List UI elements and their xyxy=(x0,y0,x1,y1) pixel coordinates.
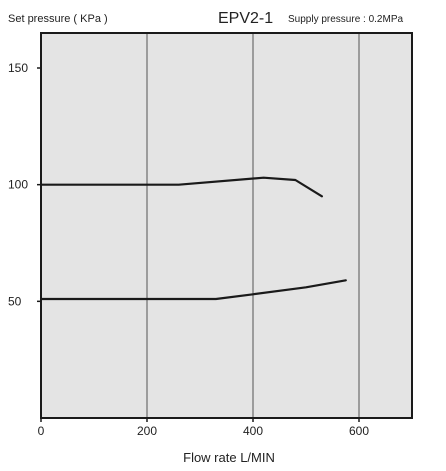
plot-area xyxy=(41,33,412,418)
x-tick-label-400: 400 xyxy=(243,424,263,438)
x-axis-label: Flow rate L/MIN xyxy=(183,450,275,465)
series-line-1 xyxy=(39,176,323,198)
chart-subtitle: Supply pressure : 0.2MPa xyxy=(288,14,403,25)
x-tick-label-600: 600 xyxy=(349,424,369,438)
chart-title: EPV2-1 xyxy=(218,10,273,27)
y-tick-label-150: 150 xyxy=(8,61,28,75)
x-tick-label-200: 200 xyxy=(137,424,157,438)
y-tick-label-100: 100 xyxy=(8,178,28,192)
x-tick-label-0: 0 xyxy=(38,424,45,438)
y-tick-label-50: 50 xyxy=(8,294,22,308)
plot-frame xyxy=(40,32,413,419)
y-axis-label: Set pressure ( KPa ) xyxy=(8,13,108,25)
series-line-2 xyxy=(39,279,347,301)
